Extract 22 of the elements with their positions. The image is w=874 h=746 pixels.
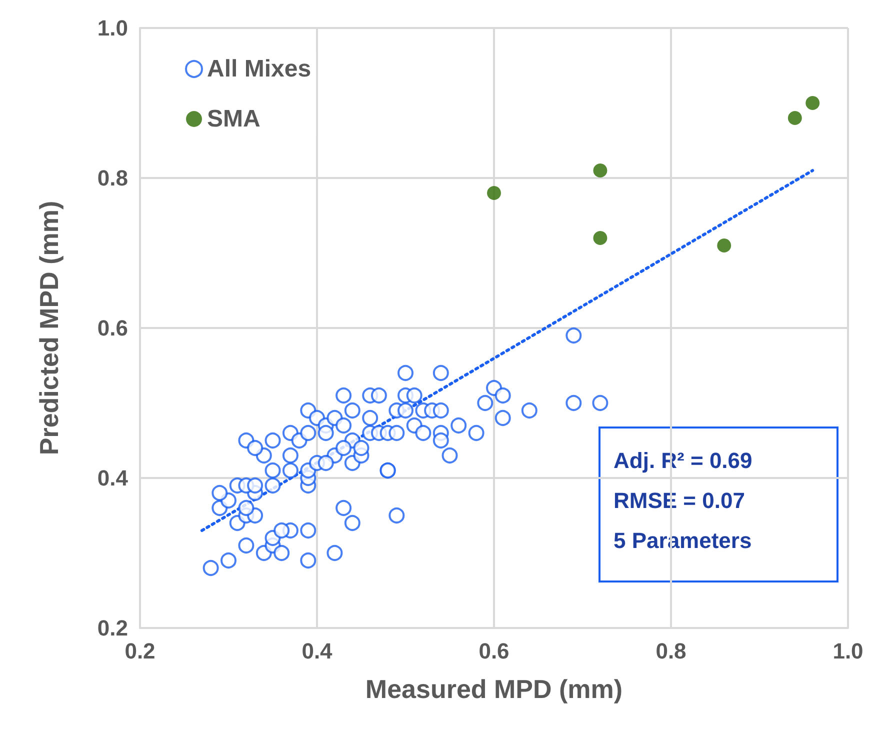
y-tick-label: 0.8 xyxy=(97,166,128,190)
y-tick-label: 0.2 xyxy=(97,616,128,640)
point xyxy=(788,111,802,125)
x-tick-label: 1.0 xyxy=(832,638,864,664)
point xyxy=(487,186,501,200)
y-tick-label: 1.0 xyxy=(97,16,128,40)
point xyxy=(806,96,820,110)
x-axis-title: Measured MPD (mm) xyxy=(365,674,623,704)
x-tick-label: 0.6 xyxy=(478,638,510,664)
legend-label: SMA xyxy=(207,106,260,132)
annotation: RMSE = 0.07 xyxy=(614,488,745,513)
point xyxy=(593,164,608,178)
y-axis-title: Predicted MPD (mm) xyxy=(34,200,64,456)
legend-label: All Mixes xyxy=(207,56,312,82)
annotation: 5 Parameters xyxy=(614,528,752,553)
y-tick-label: 0.4 xyxy=(97,466,129,490)
point xyxy=(593,231,608,245)
point xyxy=(717,238,732,252)
x-tick-label: 0.4 xyxy=(302,638,334,664)
y-tick-label: 0.6 xyxy=(97,316,128,340)
x-tick-label: 0.2 xyxy=(124,638,156,664)
x-tick-label: 0.8 xyxy=(656,638,686,664)
